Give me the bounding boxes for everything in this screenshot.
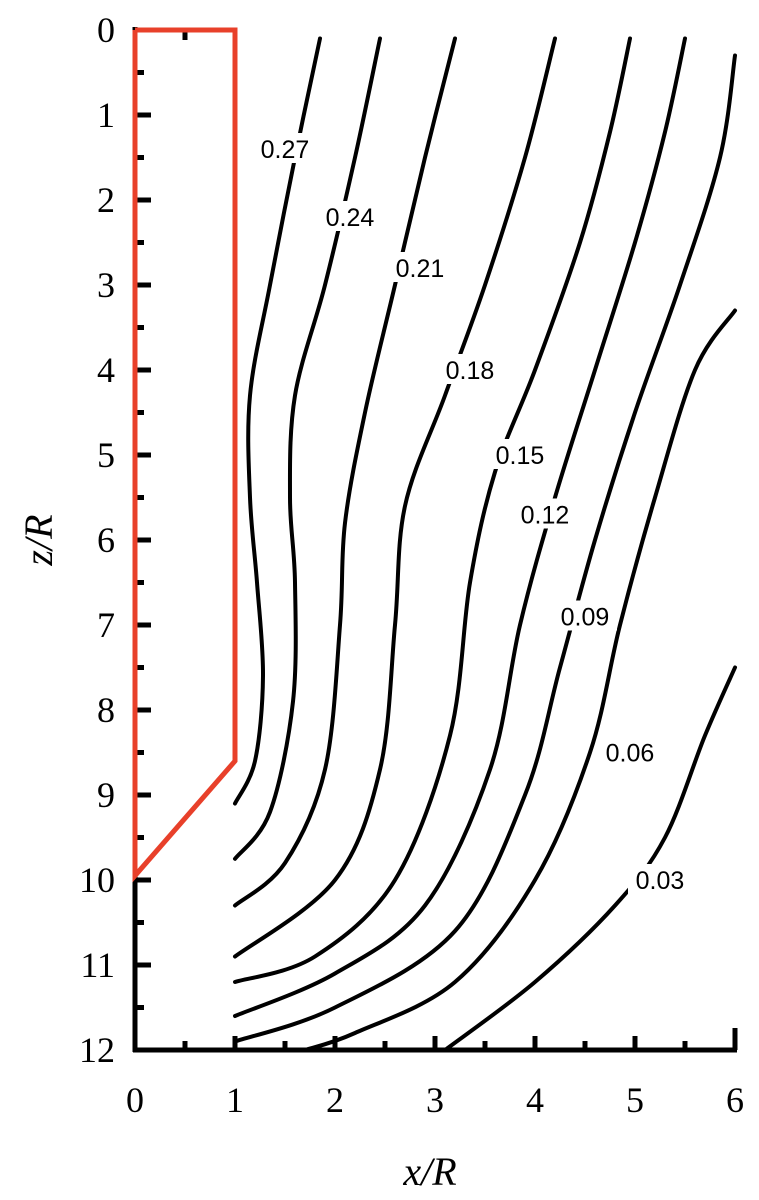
contour-label-background <box>513 498 577 529</box>
x-tick-label: 6 <box>726 1080 744 1120</box>
y-tick-label: 11 <box>80 945 115 985</box>
axes <box>132 27 738 1053</box>
contour-line <box>233 36 557 959</box>
x-tick-label: 0 <box>126 1080 144 1120</box>
body-outline-shape <box>132 27 238 883</box>
contour-label-background <box>438 354 502 384</box>
contour-label-background <box>388 252 452 282</box>
contour-label-background <box>598 736 662 767</box>
ticks <box>132 27 738 1053</box>
contour-label-background <box>553 600 617 631</box>
contour-line <box>303 308 737 1052</box>
contour-line <box>233 36 457 908</box>
contour-line <box>233 36 687 1018</box>
y-tick-label: 12 <box>79 1030 115 1070</box>
y-tick-label: 7 <box>97 605 115 645</box>
x-tick-label: 2 <box>326 1080 344 1120</box>
y-tick-label: 4 <box>97 350 115 390</box>
y-tick-label: 5 <box>97 435 115 475</box>
body-outline <box>132 27 238 883</box>
x-tick-label: 4 <box>526 1080 544 1120</box>
y-tick-label: 8 <box>97 690 115 730</box>
y-tick-label: 2 <box>97 180 115 220</box>
contour-label-background <box>318 201 382 231</box>
contour-label: 0.18 <box>446 357 495 385</box>
contour-label: 0.27 <box>261 136 310 164</box>
contour-label-background <box>253 133 317 163</box>
y-tick-label: 0 <box>97 10 115 50</box>
contour-label: 0.12 <box>521 502 570 530</box>
contour-line <box>443 665 737 1052</box>
contour-label: 0.09 <box>561 604 610 632</box>
x-tick-label: 5 <box>626 1080 644 1120</box>
contour-label: 0.06 <box>606 740 655 768</box>
contour-label: 0.21 <box>396 255 445 283</box>
contour-lines <box>233 36 737 1052</box>
contour-label: 0.15 <box>496 442 545 470</box>
y-tick-label: 1 <box>97 95 115 135</box>
contour-label-background <box>628 864 692 894</box>
y-tick-label: 3 <box>97 265 115 305</box>
contour-line <box>233 36 322 806</box>
y-tick-label: 6 <box>97 520 115 560</box>
contour-line <box>233 36 632 984</box>
contour-label-background <box>488 439 552 469</box>
contour-label: 0.24 <box>326 204 375 232</box>
x-tick-label: 3 <box>426 1080 444 1120</box>
contour-label: 0.03 <box>636 867 685 895</box>
y-tick-label: 9 <box>97 775 115 815</box>
y-axis-title: z/R <box>16 514 61 566</box>
x-tick-label: 1 <box>226 1080 244 1120</box>
y-tick-label: 10 <box>79 860 115 900</box>
contour-line <box>233 36 382 861</box>
contour-labels: 0.27 0.24 0.21 0.18 0.15 0.12 0.09 0.06 0.03 <box>253 133 692 895</box>
x-axis-title: x/R <box>402 1149 456 1194</box>
